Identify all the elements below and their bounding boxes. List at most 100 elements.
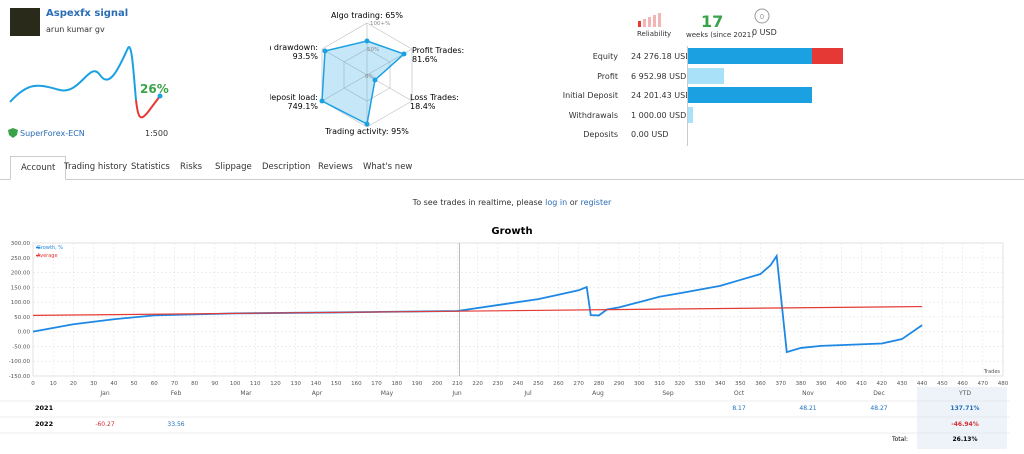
x-tick-label: 90 [211, 381, 218, 387]
notice-or: or [569, 198, 578, 207]
x-tick-label: 360 [755, 381, 766, 387]
month-header: Apr [312, 390, 323, 397]
x-tick-label: 330 [695, 381, 706, 387]
shield-icon [8, 128, 18, 138]
tab-rule [0, 179, 1024, 180]
ytd-column [917, 387, 1007, 449]
x-tick-label: 80 [191, 381, 198, 387]
year: 2021 [35, 404, 54, 412]
total-value: 26.13% [953, 436, 978, 443]
author[interactable]: arun kumar gv [46, 25, 105, 34]
bar-label: Deposits [583, 130, 618, 139]
bar-value: 6 952.98 USD [631, 71, 687, 81]
tab[interactable]: Description [262, 162, 311, 172]
x-tick-label: 300 [634, 381, 645, 387]
month-return: -46.94% [951, 421, 978, 428]
bar [688, 67, 724, 84]
x-tick-label: 160 [351, 381, 362, 387]
x-tick-label: 170 [371, 381, 382, 387]
month-header: Mar [240, 390, 252, 397]
radar-shape [321, 40, 406, 126]
avatar [10, 8, 40, 36]
x-tick-label: 290 [614, 381, 625, 387]
x-tick-label: 430 [897, 381, 908, 387]
spark-dot [157, 93, 163, 99]
x-tick-label: 220 [472, 381, 483, 387]
series-line [32, 305, 923, 317]
month-header: Aug [592, 390, 604, 397]
x-tick-label: 470 [978, 381, 989, 387]
month-return: 48.27 [870, 405, 887, 412]
x-tick-label: 270 [573, 381, 584, 387]
notice: To see trades in realtime, please log in… [0, 198, 1024, 207]
month-header: Nov [802, 390, 814, 397]
tab[interactable]: Account [10, 156, 67, 180]
x-tick-label: 240 [513, 381, 524, 387]
weeks: 17 [701, 12, 724, 31]
month-header: Feb [171, 390, 182, 397]
growth-value: 26% [140, 82, 169, 96]
reliability-icon [638, 13, 661, 27]
month-header: YTD [958, 390, 971, 397]
y-tick-label: 100.00 [11, 300, 31, 306]
login-link[interactable]: log in [545, 198, 568, 207]
tab[interactable]: Slippage [215, 162, 252, 172]
spark-drop [135, 95, 161, 119]
y-tick-label: 200.00 [11, 271, 31, 277]
month-return: -60.27 [95, 421, 115, 428]
x-tick-label: 10 [50, 381, 57, 387]
x-tick-label: 0 [31, 381, 35, 387]
bar [688, 106, 694, 123]
x-tick-label: 450 [937, 381, 948, 387]
y-tick-label: 50.00 [14, 315, 30, 321]
y-tick-label: 250.00 [11, 256, 31, 262]
x-tick-label: 320 [674, 381, 685, 387]
x-tick-label: 380 [796, 381, 807, 387]
signal-title[interactable]: Aspexfx signal [46, 8, 129, 19]
x-axis-label: Trades [983, 369, 1001, 375]
growth-chart: Growth 300.00250.00200.00150.00100.0050.… [0, 226, 1010, 449]
register-link[interactable]: register [580, 198, 612, 207]
x-tick-label: 130 [290, 381, 301, 387]
x-tick-label: 390 [816, 381, 827, 387]
x-tick-label: 400 [836, 381, 847, 387]
month-header: Jan [99, 390, 109, 397]
x-tick-label: 110 [250, 381, 261, 387]
bar-value: 1 000.00 USD [631, 110, 687, 120]
x-tick-label: 230 [493, 381, 504, 387]
weeks-label: weeks (since 2021) [686, 31, 754, 39]
tab[interactable]: What's new [363, 162, 413, 172]
month-header: Sep [662, 390, 674, 397]
broker[interactable]: SuperForex-ECN [20, 129, 85, 138]
x-tick-label: 410 [856, 381, 867, 387]
y-tick-label: -100.00 [9, 359, 31, 365]
tab[interactable]: Reviews [318, 162, 353, 172]
bar-value: 24 276.18 USD [631, 52, 692, 61]
tab[interactable]: Statistics [131, 162, 170, 172]
x-tick-label: 350 [735, 381, 746, 387]
year: 2022 [35, 420, 53, 428]
x-tick-label: 260 [553, 381, 564, 387]
month-return: 8.17 [732, 405, 746, 412]
tab[interactable]: Risks [180, 162, 203, 172]
month-return: 33.56 [167, 421, 184, 428]
x-tick-label: 480 [998, 381, 1009, 387]
bar [688, 87, 813, 103]
tab[interactable]: Trading history [64, 162, 128, 172]
svg-text:0: 0 [760, 13, 764, 21]
subscribers: 0 USD [752, 28, 777, 37]
radar-label: Algo trading: 65% [331, 11, 403, 20]
bar [688, 48, 813, 64]
x-tick-label: 440 [917, 381, 928, 387]
x-tick-label: 120 [270, 381, 281, 387]
x-tick-label: 150 [331, 381, 342, 387]
bar-label: Equity [592, 52, 618, 61]
x-tick-label: 70 [171, 381, 178, 387]
y-tick-label: 300.00 [11, 241, 31, 247]
notice-text: To see trades in realtime, please [412, 198, 543, 207]
radar-label: Max deposit load:749.1% [270, 93, 318, 111]
x-tick-label: 420 [877, 381, 888, 387]
bar-value: 24 201.43 USD [631, 91, 692, 100]
bar-value: 0.00 USD [631, 130, 669, 139]
spark-growth [9, 46, 137, 103]
